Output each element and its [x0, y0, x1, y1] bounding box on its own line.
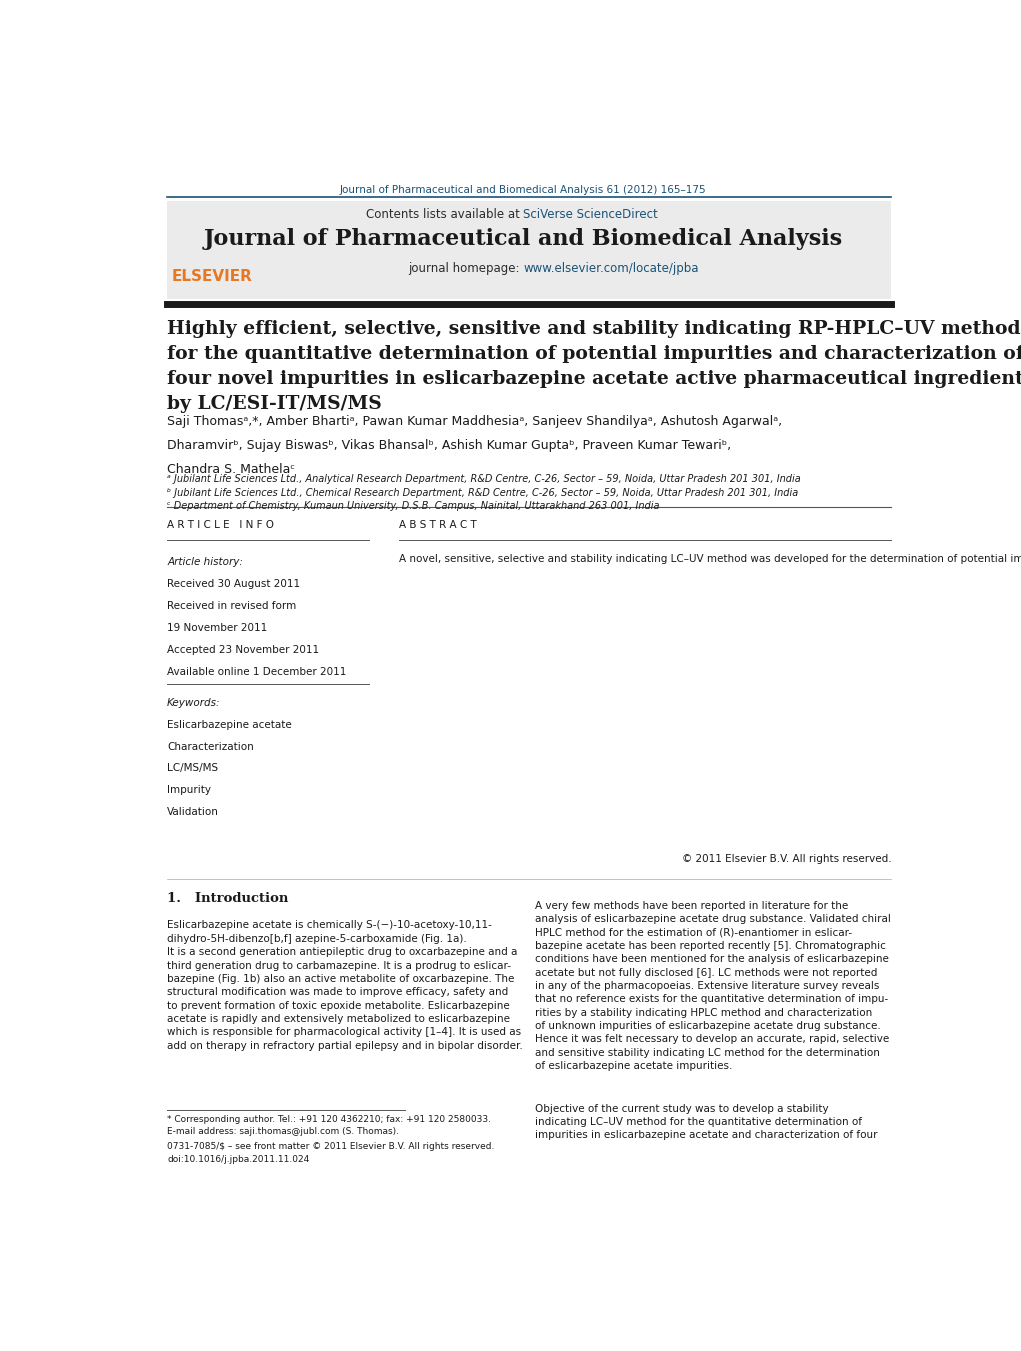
Text: ᵃ Jubilant Life Sciences Ltd., Analytical Research Department, R&D Centre, C-26,: ᵃ Jubilant Life Sciences Ltd., Analytica… — [167, 474, 800, 484]
Text: Received in revised form: Received in revised form — [167, 601, 296, 611]
Text: 0731-7085/$ – see front matter © 2011 Elsevier B.V. All rights reserved.: 0731-7085/$ – see front matter © 2011 El… — [167, 1142, 494, 1151]
Text: A very few methods have been reported in literature for the
analysis of eslicarb: A very few methods have been reported in… — [535, 901, 891, 1071]
FancyBboxPatch shape — [167, 200, 891, 300]
Text: Contents lists available at: Contents lists available at — [366, 208, 523, 222]
Text: LC/MS/MS: LC/MS/MS — [167, 763, 218, 773]
Text: Eslicarbazepine acetate: Eslicarbazepine acetate — [167, 720, 292, 730]
Text: doi:10.1016/j.jpba.2011.11.024: doi:10.1016/j.jpba.2011.11.024 — [167, 1155, 309, 1163]
Text: SciVerse ScienceDirect: SciVerse ScienceDirect — [523, 208, 658, 222]
Text: * Corresponding author. Tel.: +91 120 4362210; fax: +91 120 2580033.: * Corresponding author. Tel.: +91 120 43… — [167, 1115, 491, 1124]
Text: journal homepage:: journal homepage: — [408, 262, 523, 276]
Text: ᶜ Department of Chemistry, Kumaun University, D.S.B. Campus, Nainital, Uttarakha: ᶜ Department of Chemistry, Kumaun Univer… — [167, 501, 660, 511]
Text: 19 November 2011: 19 November 2011 — [167, 623, 268, 634]
Text: Impurity: Impurity — [167, 785, 211, 796]
Text: E-mail address: saji.thomas@jubl.com (S. Thomas).: E-mail address: saji.thomas@jubl.com (S.… — [167, 1128, 399, 1136]
Text: A novel, sensitive, selective and stability indicating LC–UV method was develope: A novel, sensitive, selective and stabil… — [399, 554, 1021, 565]
Text: Characterization: Characterization — [167, 742, 254, 751]
Text: Accepted 23 November 2011: Accepted 23 November 2011 — [167, 644, 320, 655]
Text: ᵇ Jubilant Life Sciences Ltd., Chemical Research Department, R&D Centre, C-26, S: ᵇ Jubilant Life Sciences Ltd., Chemical … — [167, 488, 798, 497]
Text: A B S T R A C T: A B S T R A C T — [399, 520, 477, 530]
Text: Article history:: Article history: — [167, 558, 243, 567]
Text: Available online 1 December 2011: Available online 1 December 2011 — [167, 666, 346, 677]
Text: Journal of Pharmaceutical and Biomedical Analysis: Journal of Pharmaceutical and Biomedical… — [204, 228, 842, 250]
Text: Validation: Validation — [167, 807, 220, 817]
Text: ELSEVIER: ELSEVIER — [172, 269, 252, 284]
Text: Dharamvirᵇ, Sujay Biswasᵇ, Vikas Bhansalᵇ, Ashish Kumar Guptaᵇ, Praveen Kumar Te: Dharamvirᵇ, Sujay Biswasᵇ, Vikas Bhansal… — [167, 439, 731, 451]
Text: Saji Thomasᵃ,*, Amber Bhartiᵃ, Pawan Kumar Maddhesiaᵃ, Sanjeev Shandilyaᵃ, Ashut: Saji Thomasᵃ,*, Amber Bhartiᵃ, Pawan Kum… — [167, 415, 782, 428]
Text: 1.   Introduction: 1. Introduction — [167, 893, 289, 905]
Text: © 2011 Elsevier B.V. All rights reserved.: © 2011 Elsevier B.V. All rights reserved… — [682, 854, 891, 863]
Text: www.elsevier.com/locate/jpba: www.elsevier.com/locate/jpba — [523, 262, 698, 276]
Text: Journal of Pharmaceutical and Biomedical Analysis 61 (2012) 165–175: Journal of Pharmaceutical and Biomedical… — [340, 185, 707, 195]
Text: Keywords:: Keywords: — [167, 698, 221, 708]
Text: Chandra S. Mathelaᶜ: Chandra S. Mathelaᶜ — [167, 463, 295, 476]
Text: Received 30 August 2011: Received 30 August 2011 — [167, 580, 300, 589]
Text: Objective of the current study was to develop a stability
indicating LC–UV metho: Objective of the current study was to de… — [535, 1104, 878, 1140]
Text: Highly efficient, selective, sensitive and stability indicating RP-HPLC–UV metho: Highly efficient, selective, sensitive a… — [167, 320, 1021, 413]
Text: Eslicarbazepine acetate is chemically S-(−)-10-acetoxy-10,11-
dihydro-5H-dibenzo: Eslicarbazepine acetate is chemically S-… — [167, 920, 523, 1051]
Text: A R T I C L E   I N F O: A R T I C L E I N F O — [167, 520, 275, 530]
